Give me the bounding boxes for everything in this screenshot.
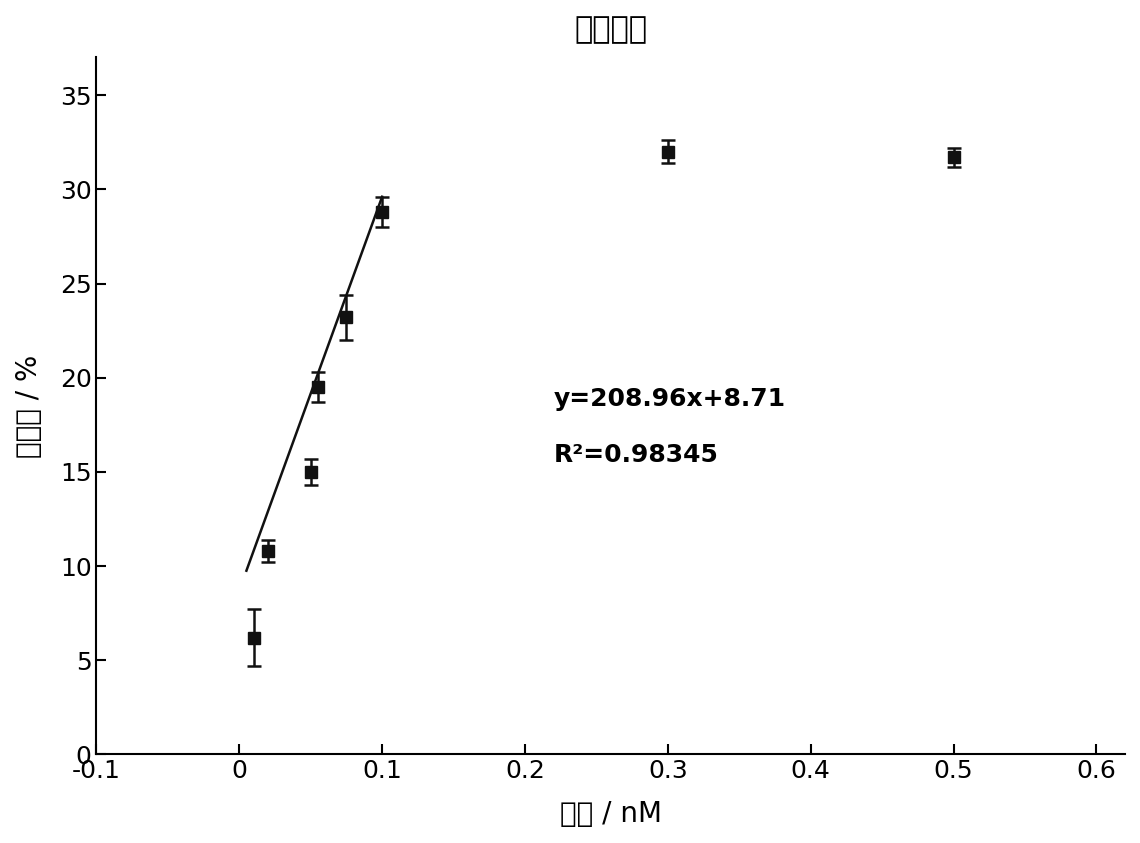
Text: y=208.96x+8.71: y=208.96x+8.71 bbox=[554, 387, 785, 411]
Title: 标准曲线: 标准曲线 bbox=[575, 15, 648, 44]
Text: R²=0.98345: R²=0.98345 bbox=[554, 443, 718, 468]
Y-axis label: 结合率 / %: 结合率 / % bbox=[15, 354, 43, 458]
X-axis label: 浓度 / nM: 浓度 / nM bbox=[560, 800, 661, 828]
